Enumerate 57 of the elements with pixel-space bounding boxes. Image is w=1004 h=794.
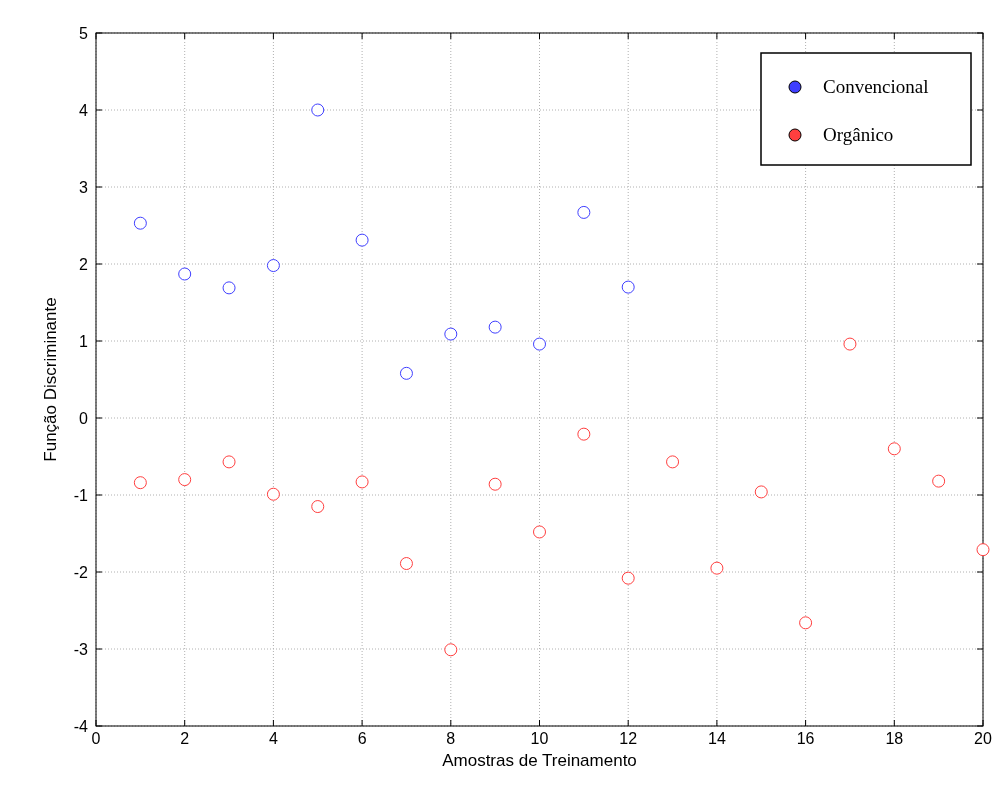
x-tick-label: 20 [974, 730, 992, 747]
point [222, 455, 236, 469]
y-tick-label: 2 [79, 256, 89, 273]
x-tick-label: 14 [708, 730, 726, 747]
point [621, 280, 635, 294]
point [355, 475, 369, 489]
legend-label: Convencional [823, 76, 929, 97]
point [577, 205, 591, 219]
point [666, 455, 680, 469]
y-tick-label: -3 [73, 641, 89, 658]
x-tick-label: 0 [91, 730, 101, 747]
point [488, 320, 502, 334]
point [444, 327, 458, 341]
point [577, 427, 591, 441]
y-tick-label: 1 [79, 333, 89, 350]
point [133, 216, 147, 230]
point [799, 616, 813, 630]
point [133, 476, 147, 490]
point [311, 500, 325, 514]
x-tick-label: 10 [530, 730, 549, 747]
x-tick-label: 16 [796, 730, 815, 747]
point [976, 543, 990, 557]
x-tick-label: 18 [885, 730, 904, 747]
y-tick-label: 4 [79, 102, 89, 119]
point [399, 366, 413, 380]
x-tick-label: 4 [268, 730, 278, 747]
point [399, 557, 413, 571]
y-tick-label: -2 [73, 564, 89, 581]
point [843, 337, 857, 351]
point [178, 473, 192, 487]
point [266, 259, 280, 273]
point [710, 561, 724, 575]
point [932, 474, 946, 488]
x-tick-label: 6 [357, 730, 367, 747]
point [355, 233, 369, 247]
x-axis-title: Amostras de Treinamento [442, 751, 637, 770]
legend-label: Orgânico [823, 124, 894, 145]
y-tick-label: 0 [79, 410, 89, 427]
y-axis-title: Função Discriminante [41, 297, 60, 462]
point [444, 643, 458, 657]
point [266, 487, 280, 501]
x-tick-label: 8 [446, 730, 456, 747]
point [533, 337, 546, 351]
point [178, 267, 192, 281]
x-tick-label: 2 [180, 730, 190, 747]
point [222, 281, 236, 295]
y-tick-label: -1 [73, 487, 89, 504]
point [533, 525, 546, 539]
point [887, 442, 901, 456]
y-tick-label: 3 [79, 179, 89, 196]
point [754, 485, 768, 499]
point [621, 571, 635, 585]
x-tick-label: 12 [619, 730, 638, 747]
point [488, 477, 502, 491]
point [311, 103, 325, 117]
y-tick-label: 5 [79, 25, 89, 42]
y-tick-label: -4 [73, 718, 89, 735]
